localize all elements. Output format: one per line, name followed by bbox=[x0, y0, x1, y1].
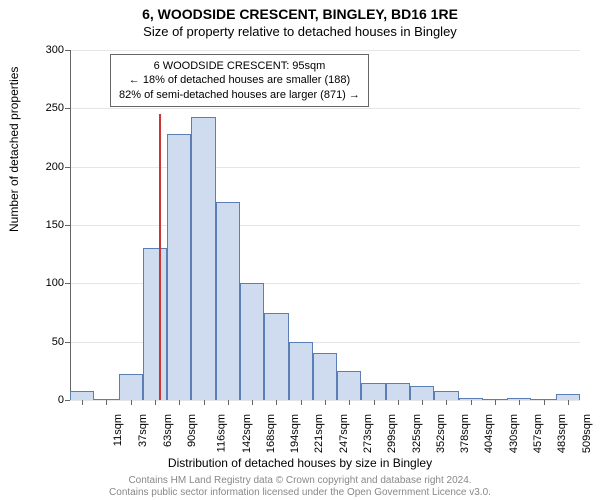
x-tick-mark bbox=[544, 400, 545, 405]
y-tick-label: 300 bbox=[24, 44, 64, 56]
grid-line bbox=[70, 225, 580, 226]
x-tick-label: 11sqm bbox=[112, 414, 124, 446]
chart-subtitle: Size of property relative to detached ho… bbox=[0, 22, 600, 39]
histogram-bar bbox=[167, 134, 191, 400]
marker-line bbox=[159, 114, 161, 400]
x-tick-mark bbox=[374, 400, 375, 405]
info-line-3: 82% of semi-detached houses are larger (… bbox=[119, 88, 360, 102]
histogram-bar bbox=[386, 383, 410, 401]
histogram-bar bbox=[337, 371, 361, 400]
x-tick-mark bbox=[155, 400, 156, 405]
chart-container: 6, WOODSIDE CRESCENT, BINGLEY, BD16 1RE … bbox=[0, 0, 600, 500]
y-tick-label: 100 bbox=[24, 277, 64, 289]
x-tick-label: 483sqm bbox=[556, 414, 568, 453]
x-tick-label: 90sqm bbox=[186, 414, 198, 447]
histogram-bar bbox=[143, 248, 167, 400]
histogram-bar bbox=[410, 386, 434, 400]
footer-licence: Contains public sector information licen… bbox=[0, 487, 600, 498]
grid-line bbox=[70, 50, 580, 51]
histogram-bar bbox=[289, 342, 313, 400]
x-tick-mark bbox=[131, 400, 132, 405]
histogram-bar bbox=[240, 283, 264, 400]
x-tick-label: 299sqm bbox=[386, 414, 398, 453]
y-tick-mark bbox=[65, 400, 70, 401]
x-tick-label: 247sqm bbox=[338, 414, 350, 453]
x-tick-mark bbox=[301, 400, 302, 405]
x-tick-label: 221sqm bbox=[314, 414, 326, 453]
x-tick-mark bbox=[179, 400, 180, 405]
x-tick-label: 430sqm bbox=[508, 414, 520, 453]
x-tick-label: 325sqm bbox=[411, 414, 423, 453]
x-tick-label: 404sqm bbox=[484, 414, 496, 453]
x-tick-mark bbox=[82, 400, 83, 405]
x-tick-mark bbox=[471, 400, 472, 405]
x-tick-mark bbox=[252, 400, 253, 405]
x-tick-label: 142sqm bbox=[241, 414, 253, 453]
x-tick-mark bbox=[276, 400, 277, 405]
x-tick-mark bbox=[349, 400, 350, 405]
info-box: 6 WOODSIDE CRESCENT: 95sqm ← 18% of deta… bbox=[110, 54, 369, 107]
x-tick-label: 378sqm bbox=[459, 414, 471, 453]
histogram-bar bbox=[70, 391, 94, 400]
y-tick-label: 150 bbox=[24, 219, 64, 231]
histogram-bar bbox=[361, 383, 385, 401]
x-axis-label: Distribution of detached houses by size … bbox=[0, 456, 600, 470]
x-tick-mark bbox=[398, 400, 399, 405]
x-tick-mark bbox=[204, 400, 205, 405]
x-tick-mark bbox=[568, 400, 569, 405]
x-tick-label: 63sqm bbox=[162, 414, 174, 447]
info-line-1: 6 WOODSIDE CRESCENT: 95sqm bbox=[119, 59, 360, 73]
x-tick-label: 273sqm bbox=[362, 414, 374, 453]
plot-area: 05010015020025030011sqm37sqm63sqm90sqm11… bbox=[70, 50, 580, 400]
x-tick-label: 509sqm bbox=[581, 414, 593, 453]
chart-title: 6, WOODSIDE CRESCENT, BINGLEY, BD16 1RE bbox=[0, 0, 600, 22]
grid-line bbox=[70, 167, 580, 168]
y-tick-label: 200 bbox=[24, 161, 64, 173]
x-tick-mark bbox=[106, 400, 107, 405]
x-tick-label: 37sqm bbox=[137, 414, 149, 447]
x-tick-mark bbox=[228, 400, 229, 405]
histogram-bar bbox=[264, 313, 288, 401]
histogram-bar bbox=[434, 391, 458, 400]
histogram-bar bbox=[216, 202, 240, 400]
x-tick-label: 457sqm bbox=[532, 414, 544, 453]
x-tick-mark bbox=[325, 400, 326, 405]
x-tick-mark bbox=[495, 400, 496, 405]
y-tick-label: 0 bbox=[24, 394, 64, 406]
y-tick-label: 250 bbox=[24, 102, 64, 114]
x-tick-label: 116sqm bbox=[216, 414, 228, 452]
histogram-bar bbox=[191, 117, 215, 401]
histogram-bar bbox=[119, 374, 143, 400]
x-tick-mark bbox=[519, 400, 520, 405]
x-tick-label: 352sqm bbox=[435, 414, 447, 453]
footer-copyright: Contains HM Land Registry data © Crown c… bbox=[0, 475, 600, 486]
x-tick-label: 168sqm bbox=[265, 414, 277, 453]
grid-line bbox=[70, 108, 580, 109]
y-tick-label: 50 bbox=[24, 336, 64, 348]
x-tick-mark bbox=[422, 400, 423, 405]
y-axis-line bbox=[70, 50, 71, 400]
y-axis-label: Number of detached properties bbox=[7, 67, 21, 232]
histogram-bar bbox=[313, 353, 337, 400]
info-line-2: ← 18% of detached houses are smaller (18… bbox=[119, 73, 360, 87]
x-tick-label: 194sqm bbox=[289, 414, 301, 453]
x-tick-mark bbox=[446, 400, 447, 405]
